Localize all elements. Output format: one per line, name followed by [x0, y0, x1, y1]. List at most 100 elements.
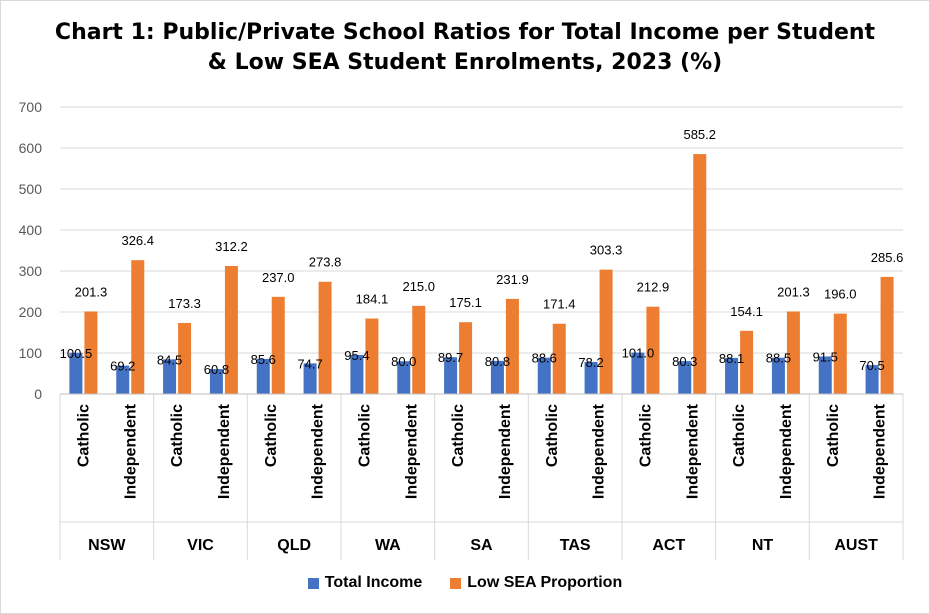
subcategory-label: Catholic — [356, 404, 373, 467]
bar-total-income — [350, 354, 364, 394]
data-label-low-sea-proportion: 285.6 — [871, 250, 904, 265]
bar-total-income — [256, 358, 270, 394]
bar-low-sea-proportion — [693, 154, 707, 394]
data-label-low-sea-proportion: 312.2 — [215, 239, 248, 254]
y-tick-label: 400 — [19, 222, 43, 238]
group-label: TAS — [560, 537, 591, 554]
subcategory-label: Catholic — [263, 404, 280, 467]
bar-low-sea-proportion — [318, 281, 332, 394]
bar-low-sea-proportion — [412, 305, 426, 394]
bar-total-income — [818, 356, 832, 394]
subcategory-label: Independent — [310, 403, 327, 499]
legend-label-total-income: Total Income — [324, 574, 423, 591]
data-label-low-sea-proportion: 201.3 — [777, 284, 810, 299]
data-label-low-sea-proportion: 154.1 — [730, 304, 763, 319]
bar-low-sea-proportion — [552, 323, 566, 394]
bar-low-sea-proportion — [271, 296, 285, 394]
bar-total-income — [303, 363, 317, 394]
bar-low-sea-proportion — [880, 276, 894, 394]
bar-low-sea-proportion — [786, 311, 800, 394]
group-label: AUST — [834, 537, 878, 554]
bar-total-income — [69, 352, 83, 394]
subcategory-label: Independent — [872, 403, 889, 499]
data-label-low-sea-proportion: 273.8 — [309, 255, 342, 270]
y-tick-label: 100 — [19, 345, 43, 361]
data-label-low-sea-proportion: 184.1 — [356, 292, 389, 307]
subcategory-label: Catholic — [544, 404, 561, 467]
bar-low-sea-proportion — [365, 318, 379, 394]
data-label-total-income: 89.7 — [438, 350, 463, 365]
subcategory-label: Catholic — [169, 404, 186, 467]
data-label-low-sea-proportion: 585.2 — [683, 127, 716, 142]
bar-low-sea-proportion — [740, 330, 754, 394]
subcategory-label: Independent — [403, 403, 420, 499]
data-label-low-sea-proportion: 196.0 — [824, 287, 857, 302]
subcategory-label: Catholic — [731, 404, 748, 467]
bar-low-sea-proportion — [84, 311, 98, 394]
y-tick-label: 700 — [19, 99, 43, 115]
data-label-total-income: 88.5 — [766, 351, 791, 366]
legend-item-total-income: Total Income — [307, 574, 423, 592]
data-label-total-income: 101.0 — [622, 346, 655, 361]
data-label-low-sea-proportion: 212.9 — [637, 280, 670, 295]
data-label-low-sea-proportion: 237.0 — [262, 270, 295, 285]
bar-low-sea-proportion — [505, 298, 519, 394]
bar-total-income — [163, 359, 177, 394]
subcategory-label: Independent — [778, 403, 795, 499]
subcategory-label: Independent — [497, 403, 514, 499]
bar-low-sea-proportion — [833, 313, 847, 394]
group-label: SA — [470, 537, 493, 554]
subcategory-label: Catholic — [450, 404, 467, 467]
group-label: VIC — [187, 537, 214, 554]
data-label-total-income: 80.3 — [672, 354, 697, 369]
bar-total-income — [631, 352, 645, 394]
data-label-total-income: 95.4 — [344, 348, 369, 363]
data-label-low-sea-proportion: 175.1 — [449, 295, 482, 310]
subcategory-label: Catholic — [825, 404, 842, 467]
legend-label-low-sea-proportion: Low SEA Proportion — [467, 574, 623, 591]
legend-swatch-total-income — [307, 577, 319, 589]
bar-total-income — [771, 357, 785, 394]
bar-total-income — [209, 369, 223, 394]
subcategory-label: Catholic — [637, 404, 654, 467]
data-label-low-sea-proportion: 173.3 — [168, 296, 201, 311]
group-label: NT — [752, 537, 774, 554]
data-label-low-sea-proportion: 326.4 — [121, 233, 154, 248]
data-label-total-income: 80.8 — [485, 354, 510, 369]
bar-total-income — [397, 361, 411, 394]
chart-title: Chart 1: Public/Private School Ratios fo… — [0, 18, 930, 78]
data-label-total-income: 74.7 — [297, 356, 322, 371]
data-label-total-income: 88.1 — [719, 351, 744, 366]
group-label: QLD — [277, 537, 311, 554]
data-label-total-income: 60.8 — [204, 362, 229, 377]
group-label: NSW — [88, 537, 126, 554]
data-label-low-sea-proportion: 171.4 — [543, 297, 576, 312]
data-label-total-income: 88.6 — [532, 351, 557, 366]
bar-total-income — [584, 361, 598, 394]
data-label-low-sea-proportion: 215.0 — [402, 279, 435, 294]
data-label-total-income: 78.2 — [578, 355, 603, 370]
data-label-low-sea-proportion: 201.3 — [75, 284, 108, 299]
legend-swatch-low-sea-proportion — [450, 577, 462, 589]
data-label-total-income: 100.5 — [60, 346, 93, 361]
bar-total-income — [116, 365, 130, 394]
bar-total-income — [537, 357, 551, 394]
bar-total-income — [444, 357, 458, 394]
chart-title-line2: & Low SEA Student Enrolments, 2023 (%) — [207, 50, 723, 75]
data-label-total-income: 91.5 — [813, 349, 838, 364]
bar-low-sea-proportion — [646, 306, 660, 394]
data-label-total-income: 69.2 — [110, 359, 135, 374]
group-label: ACT — [652, 537, 685, 554]
bar-low-sea-proportion — [224, 265, 238, 394]
y-tick-label: 200 — [19, 304, 43, 320]
subcategory-label: Independent — [216, 403, 233, 499]
subcategory-label: Catholic — [75, 404, 92, 467]
data-label-low-sea-proportion: 303.3 — [590, 243, 623, 258]
bar-low-sea-proportion — [599, 269, 613, 394]
chart-title-line1: Chart 1: Public/Private School Ratios fo… — [54, 20, 876, 45]
data-label-total-income: 80.0 — [391, 354, 416, 369]
bar-total-income — [725, 357, 739, 394]
y-tick-label: 500 — [19, 181, 43, 197]
